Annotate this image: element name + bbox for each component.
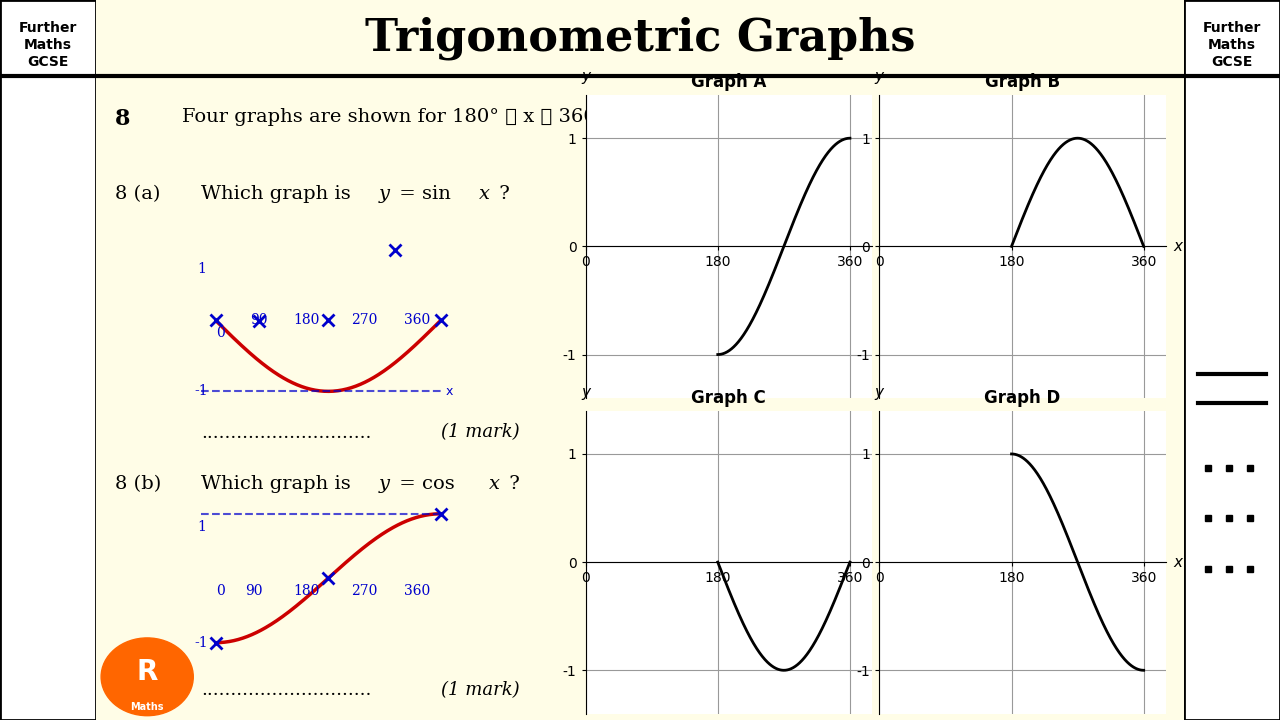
- Text: 180: 180: [293, 313, 320, 328]
- Text: 360: 360: [403, 313, 430, 328]
- Text: 90: 90: [250, 313, 268, 328]
- Text: -1: -1: [195, 384, 209, 398]
- Text: (1 mark): (1 mark): [440, 423, 520, 441]
- Text: Which graph is: Which graph is: [201, 475, 364, 493]
- Text: y: y: [874, 385, 884, 400]
- Text: Graph B: Graph B: [986, 73, 1060, 91]
- Text: ?: ?: [503, 475, 520, 493]
- Text: 8 (a): 8 (a): [115, 185, 160, 203]
- Text: Maths: Maths: [131, 702, 164, 712]
- Text: R: R: [137, 659, 157, 686]
- Text: Graph D: Graph D: [984, 389, 1061, 407]
- Text: y: y: [581, 385, 590, 400]
- Text: = sin: = sin: [393, 185, 457, 203]
- Text: Further
Maths
GCSE: Further Maths GCSE: [1203, 21, 1261, 69]
- Text: x: x: [489, 475, 499, 493]
- Text: y: y: [379, 185, 389, 203]
- Text: 0: 0: [216, 326, 225, 341]
- Text: 270: 270: [351, 584, 378, 598]
- Text: .............................: .............................: [201, 681, 371, 699]
- Text: Four graphs are shown for 180° ⩽ x ⩽ 360°: Four graphs are shown for 180° ⩽ x ⩽ 360…: [182, 108, 605, 126]
- Text: x: x: [1172, 239, 1181, 254]
- Text: .............................: .............................: [201, 423, 371, 441]
- Text: 360: 360: [403, 584, 430, 598]
- Text: x: x: [445, 385, 453, 398]
- Text: Further
Maths
GCSE: Further Maths GCSE: [19, 21, 77, 69]
- Text: = cos: = cos: [393, 475, 461, 493]
- Text: 8 (b): 8 (b): [115, 475, 161, 493]
- Text: 0: 0: [216, 584, 225, 598]
- Text: (1 mark): (1 mark): [440, 681, 520, 699]
- Text: 8: 8: [115, 108, 131, 130]
- Circle shape: [101, 638, 193, 716]
- Text: 90: 90: [246, 584, 262, 598]
- Text: Which graph is: Which graph is: [201, 185, 364, 203]
- Text: Graph C: Graph C: [691, 389, 767, 407]
- Text: Trigonometric Graphs: Trigonometric Graphs: [365, 16, 915, 60]
- Text: 180: 180: [293, 584, 320, 598]
- Text: 1: 1: [197, 520, 206, 534]
- Text: x: x: [1172, 554, 1181, 570]
- Text: Graph A: Graph A: [691, 73, 767, 91]
- Text: x: x: [879, 239, 888, 254]
- Text: y: y: [874, 69, 884, 84]
- Text: x: x: [879, 554, 888, 570]
- Text: 1: 1: [197, 262, 206, 276]
- Text: y: y: [581, 69, 590, 84]
- Text: -1: -1: [195, 636, 209, 649]
- Text: y: y: [379, 475, 389, 493]
- Text: ?: ?: [493, 185, 511, 203]
- Text: x: x: [479, 185, 490, 203]
- Text: 270: 270: [351, 313, 378, 328]
